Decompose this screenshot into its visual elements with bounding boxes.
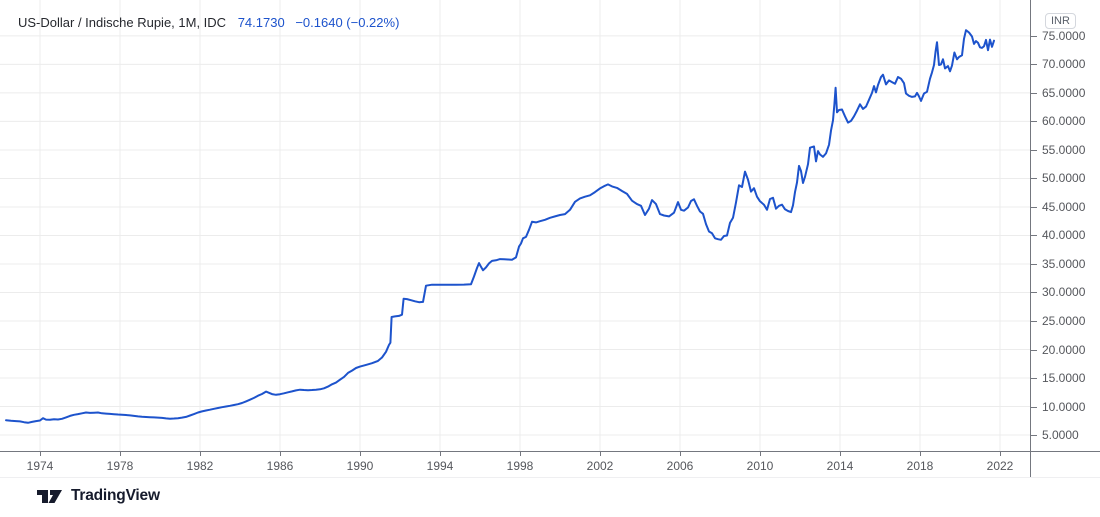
time-tick-label: 1982: [186, 459, 214, 473]
price-tick-label: 45.0000: [1042, 200, 1086, 214]
price-tick-label: 60.0000: [1042, 114, 1086, 128]
time-tick-label: 1990: [346, 459, 374, 473]
price-tick-mark: [1031, 93, 1037, 94]
price-line-series: [5, 29, 995, 424]
time-tick-mark: [760, 452, 761, 456]
price-tick-mark: [1031, 264, 1037, 265]
currency-badge[interactable]: INR: [1045, 13, 1076, 29]
time-tick-label: 2010: [746, 459, 774, 473]
time-tick-label: 1986: [266, 459, 294, 473]
time-tick-mark: [680, 452, 681, 456]
time-tick-mark: [920, 452, 921, 456]
price-tick-label: 75.0000: [1042, 29, 1086, 43]
tradingview-logo-icon: [37, 490, 62, 503]
grid-lines: [0, 0, 1030, 451]
tradingview-logo-text: TradingView: [71, 487, 160, 504]
price-tick-label: 15.0000: [1042, 371, 1086, 385]
time-tick-mark: [600, 452, 601, 456]
time-tick-label: 2018: [906, 459, 934, 473]
price-tick-mark: [1031, 121, 1037, 122]
last-price: 74.1730: [237, 15, 285, 30]
time-tick-label: 1998: [506, 459, 534, 473]
time-tick-label: 2022: [986, 459, 1014, 473]
price-tick-mark: [1031, 36, 1037, 37]
price-tick-label: 35.0000: [1042, 257, 1086, 271]
price-tick-mark: [1031, 435, 1037, 436]
time-scale-border: [0, 451, 1100, 452]
time-tick-label: 2014: [826, 459, 854, 473]
time-tick-mark: [120, 452, 121, 456]
price-tick-mark: [1031, 150, 1037, 151]
price-scale-border: [1030, 0, 1031, 477]
price-tick-label: 20.0000: [1042, 343, 1086, 357]
price-tick-mark: [1031, 350, 1037, 351]
price-tick-label: 50.0000: [1042, 171, 1086, 185]
price-chart[interactable]: [0, 0, 1030, 451]
time-tick-label: 1994: [426, 459, 454, 473]
price-tick-label: 65.0000: [1042, 86, 1086, 100]
time-tick-mark: [360, 452, 361, 456]
time-tick-mark: [1000, 452, 1001, 456]
time-tick-mark: [840, 452, 841, 456]
time-tick-mark: [280, 452, 281, 456]
price-tick-mark: [1031, 321, 1037, 322]
price-tick-mark: [1031, 292, 1037, 293]
time-tick-mark: [520, 452, 521, 456]
time-tick-mark: [40, 452, 41, 456]
footer-divider: [0, 477, 1100, 478]
price-scale[interactable]: INR 75.0000 70.0000 65.0000 60.0000 55.0000 5…: [1030, 0, 1100, 451]
price-tick-mark: [1031, 178, 1037, 179]
chart-pane[interactable]: [0, 0, 1030, 451]
price-tick-mark: [1031, 207, 1037, 208]
price-tick-label: 25.0000: [1042, 314, 1086, 328]
time-tick-label: 2002: [586, 459, 614, 473]
time-scale[interactable]: 1974 1978 1982 1986 1990 1994 1998 2002 2006 2010…: [0, 452, 1030, 477]
price-tick-mark: [1031, 378, 1037, 379]
price-tick-label: 40.0000: [1042, 228, 1086, 242]
price-tick-mark: [1031, 407, 1037, 408]
time-tick-label: 1978: [106, 459, 134, 473]
time-tick-label: 2006: [666, 459, 694, 473]
time-tick-mark: [200, 452, 201, 456]
price-tick-mark: [1031, 235, 1037, 236]
price-tick-label: 55.0000: [1042, 143, 1086, 157]
tradingview-logo[interactable]: TradingView: [36, 487, 160, 505]
symbol-legend[interactable]: US-Dollar / Indische Rupie, 1M, IDC 74.1…: [18, 14, 406, 31]
price-tick-label: 5.0000: [1042, 428, 1079, 442]
symbol-title: US-Dollar / Indische Rupie, 1M, IDC: [18, 15, 227, 30]
price-tick-label: 10.0000: [1042, 400, 1086, 414]
quote-values: 74.1730 −0.1640 (−0.22%): [238, 15, 407, 30]
price-tick-mark: [1031, 64, 1037, 65]
price-tick-label: 70.0000: [1042, 57, 1086, 71]
price-tick-label: 30.0000: [1042, 285, 1086, 299]
time-tick-label: 1974: [26, 459, 54, 473]
time-tick-mark: [440, 452, 441, 456]
price-change: −0.1640 (−0.22%): [295, 15, 400, 30]
